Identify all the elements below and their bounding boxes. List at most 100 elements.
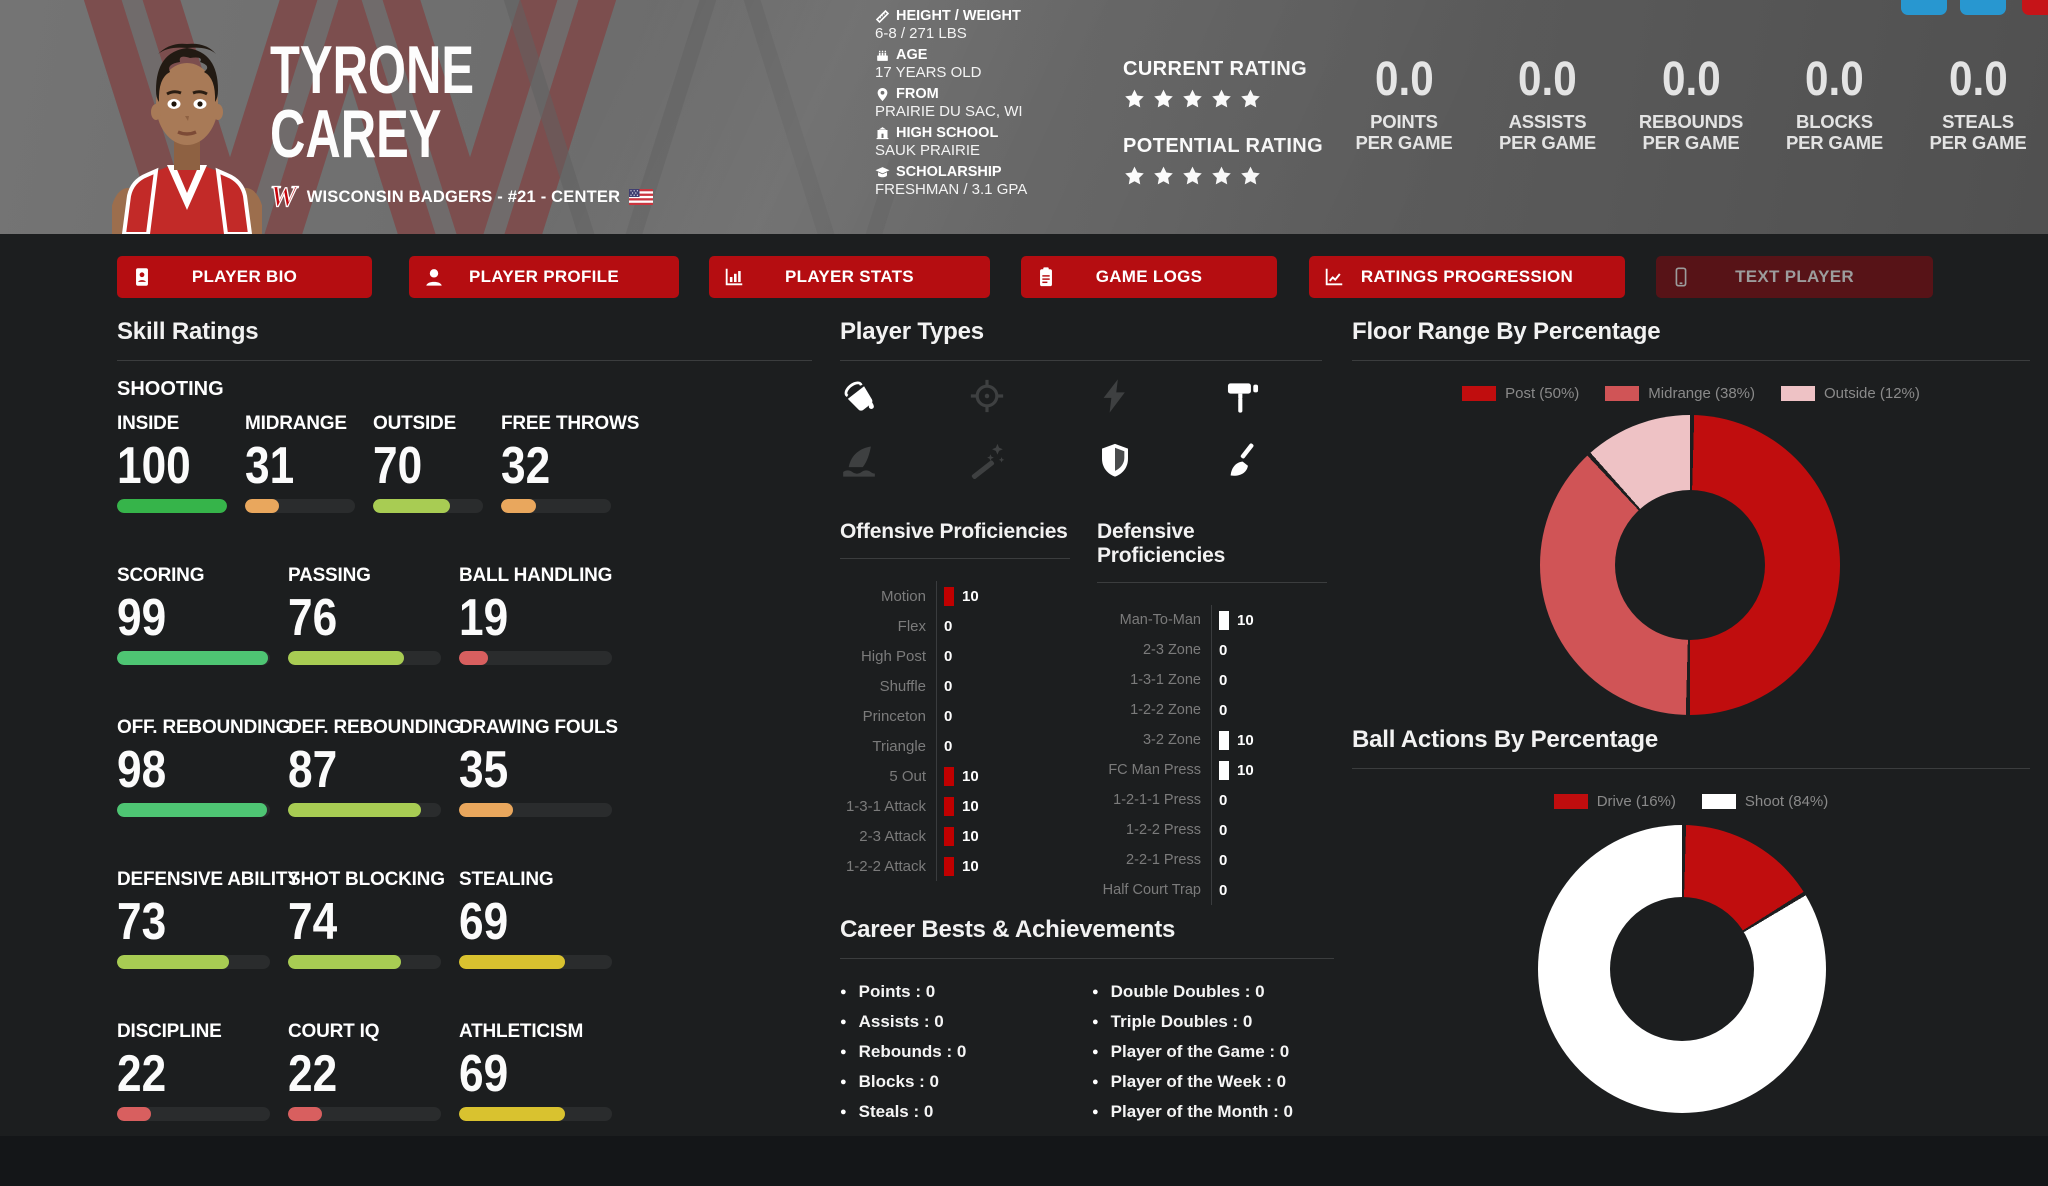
proficiency-row: FC Man Press 10 <box>1097 755 1327 785</box>
proficiency-label: 1-2-2 Press <box>1097 815 1212 845</box>
career-item: Player of the Game : 0 <box>1092 1037 1293 1067</box>
proficiency-value-cell: 0 <box>1212 792 1227 809</box>
skill-label: DISCIPLINE <box>117 1021 222 1042</box>
divider <box>840 958 1334 959</box>
tab-ratings-progression[interactable]: RATINGS PROGRESSION <box>1309 256 1625 298</box>
skill-bar-fill <box>288 651 405 665</box>
skill-label: DEFENSIVE ABILITY <box>117 869 300 890</box>
player-types-grid <box>840 377 1322 479</box>
proficiency-value-cell: 0 <box>1212 702 1227 719</box>
player-name-block: TYRONE CAREY W WISCONSIN BADGERS - #21 -… <box>269 36 654 212</box>
star-icon <box>1152 165 1175 188</box>
proficiency-row: Man-To-Man 10 <box>1097 605 1327 635</box>
lightning-icon <box>1096 377 1134 415</box>
defensive-proficiencies-title: Defensive Proficiencies <box>1097 520 1226 567</box>
skill-bar-track <box>288 803 441 817</box>
proficiency-row: 1-3-1 Attack 10 <box>840 791 1070 821</box>
proficiency-label: Half Court Trap <box>1097 875 1212 905</box>
legend-item: Outside (12%) <box>1781 385 1920 402</box>
paint-roller-icon <box>1224 377 1262 415</box>
proficiency-value-cell: 0 <box>937 648 952 665</box>
broom-icon <box>1224 441 1262 479</box>
paint-roller-icon <box>1224 377 1262 415</box>
skill-item: DISCIPLINE 22 <box>117 1021 288 1121</box>
tab-label: PLAYER PROFILE <box>469 267 619 286</box>
tab-player-stats[interactable]: PLAYER STATS <box>709 256 990 298</box>
stat-value: 0.0 <box>1948 53 2008 106</box>
proficiency-row: 1-2-2 Attack 10 <box>840 851 1070 881</box>
defensive-proficiencies-section: Defensive Proficiencies Man-To-Man 10 2-3 … <box>1097 520 1327 905</box>
career-list-right: Double Doubles : 0Triple Doubles : 0Play… <box>1092 977 1293 1127</box>
proficiency-value-cell: 0 <box>937 738 952 755</box>
tab-game-logs[interactable]: GAME LOGS <box>1021 256 1277 298</box>
skill-value: 32 <box>501 437 551 495</box>
skill-bar-fill <box>288 955 402 969</box>
divider <box>840 360 1322 361</box>
stat-label-top: REBOUNDS <box>1638 111 1744 132</box>
stat-label-bottom: PER GAME <box>1785 132 1884 154</box>
skill-value: 76 <box>288 589 338 647</box>
tab-player-profile[interactable]: PLAYER PROFILE <box>409 256 679 298</box>
stat-label-top: STEALS <box>1942 111 2014 132</box>
team-line: W WISCONSIN BADGERS - #21 - CENTER <box>269 181 654 212</box>
proficiency-label: 1-2-2 Zone <box>1097 695 1212 725</box>
proficiency-bar <box>944 586 954 606</box>
proficiency-value: 0 <box>1219 821 1228 839</box>
ball-actions-title: Ball Actions By Percentage <box>1352 726 1659 753</box>
star-icon <box>1123 165 1146 188</box>
stat-column: 0.0 BLOCKS PER GAME <box>1771 56 1899 154</box>
skill-label: DEF. REBOUNDING <box>288 717 462 738</box>
player-info-list: HEIGHT / WEIGHT 6-8 / 271 LBS AGE 17 YEARS … <box>875 8 1027 203</box>
legend-label: Drive (16%) <box>1596 793 1676 810</box>
blue-button-1[interactable] <box>1901 0 1947 15</box>
stat-label-top: BLOCKS <box>1796 111 1873 132</box>
proficiency-label: Princeton <box>840 701 937 731</box>
skill-label: STEALING <box>459 869 554 890</box>
info-item: HIGH SCHOOL SAUK PRAIRIE <box>875 125 1027 159</box>
ruler-icon <box>875 9 890 24</box>
skill-value: 70 <box>373 437 423 495</box>
proficiency-value: 10 <box>962 857 979 875</box>
tab-player-bio[interactable]: PLAYER BIO <box>117 256 372 298</box>
proficiency-label: Man-To-Man <box>1097 605 1212 635</box>
proficiency-label: 3-2 Zone <box>1097 725 1212 755</box>
skill-item: SHOT BLOCKING 74 <box>288 869 459 969</box>
lightning-icon <box>1096 377 1134 415</box>
info-item: AGE 17 YEARS OLD <box>875 47 1027 81</box>
info-label-row: HIGH SCHOOL <box>875 125 1027 141</box>
star-icon <box>1181 165 1204 188</box>
star-icon <box>1210 165 1233 188</box>
skill-bar-track <box>117 803 270 817</box>
tab-text-player[interactable]: TEXT PLAYER <box>1656 256 1933 298</box>
star-icon <box>1239 165 1262 188</box>
proficiency-label: High Post <box>840 641 937 671</box>
proficiency-value-cell: 0 <box>937 678 952 695</box>
skill-ratings-section: Skill Ratings SHOOTING INSIDE 100 MIDRANGE 3… <box>117 318 812 1173</box>
legend-label: Midrange (38%) <box>1648 385 1756 402</box>
skill-label: SHOT BLOCKING <box>288 869 445 890</box>
skill-bar-fill <box>117 651 269 665</box>
stat-label-bottom: PER GAME <box>1929 132 2027 154</box>
cake-icon <box>875 48 890 63</box>
skill-bar-track <box>288 955 441 969</box>
blue-button-2[interactable] <box>1960 0 2006 15</box>
skill-value: 22 <box>288 1045 338 1103</box>
skill-bar-track <box>117 1107 270 1121</box>
proficiency-value: 0 <box>944 677 953 695</box>
info-value: FRESHMAN / 3.1 GPA <box>875 181 1028 198</box>
red-button[interactable] <box>2022 0 2048 15</box>
proficiency-row: High Post 0 <box>840 641 1070 671</box>
tab-icon-area <box>117 266 167 288</box>
career-item: Rebounds : 0 <box>840 1037 1092 1067</box>
stat-value: 0.0 <box>1374 53 1434 106</box>
skill-item: OFF. REBOUNDING 98 <box>117 717 290 817</box>
proficiency-bar <box>1219 610 1229 630</box>
offensive-proficiencies-section: Offensive Proficiencies Motion 10 Flex 0 Hig… <box>840 520 1070 881</box>
tab-icon-area <box>1309 266 1359 288</box>
proficiency-value: 10 <box>1237 731 1254 749</box>
proficiency-value-cell: 0 <box>937 708 952 725</box>
skill-value: 99 <box>117 589 167 647</box>
tab-icon-area <box>409 266 459 288</box>
career-item: Player of the Week : 0 <box>1092 1067 1293 1097</box>
proficiency-label: Flex <box>840 611 937 641</box>
